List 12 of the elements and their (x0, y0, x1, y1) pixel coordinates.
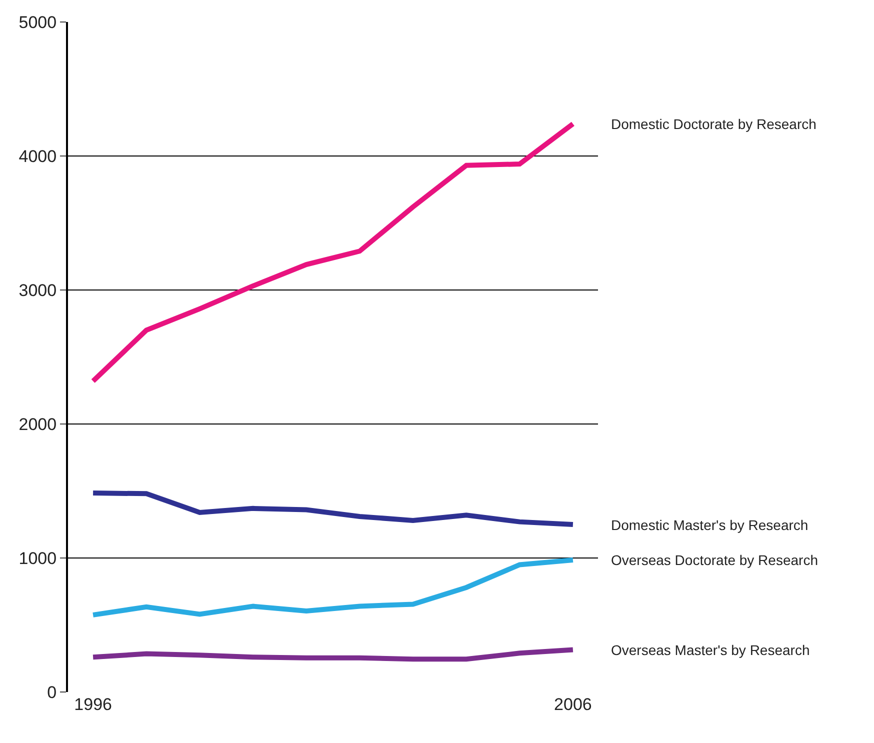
x-tick-label: 1996 (74, 695, 112, 714)
text: Domestic Doctorate by Research (611, 116, 816, 132)
text: Overseas Doctorate by Research (611, 552, 818, 568)
y-tick-label: 3000 (18, 280, 57, 300)
text: Overseas Master's by Research (611, 642, 810, 658)
y-tick-label: 1000 (18, 548, 57, 568)
x-tick-label: 2006 (554, 695, 592, 714)
y-tick-label: 2000 (18, 414, 57, 434)
y-tick-label: 4000 (18, 146, 57, 166)
y-tick-label: 0 (47, 682, 57, 702)
text: Domestic Master's by Research (611, 517, 808, 533)
y-tick-label: 5000 (18, 12, 57, 32)
